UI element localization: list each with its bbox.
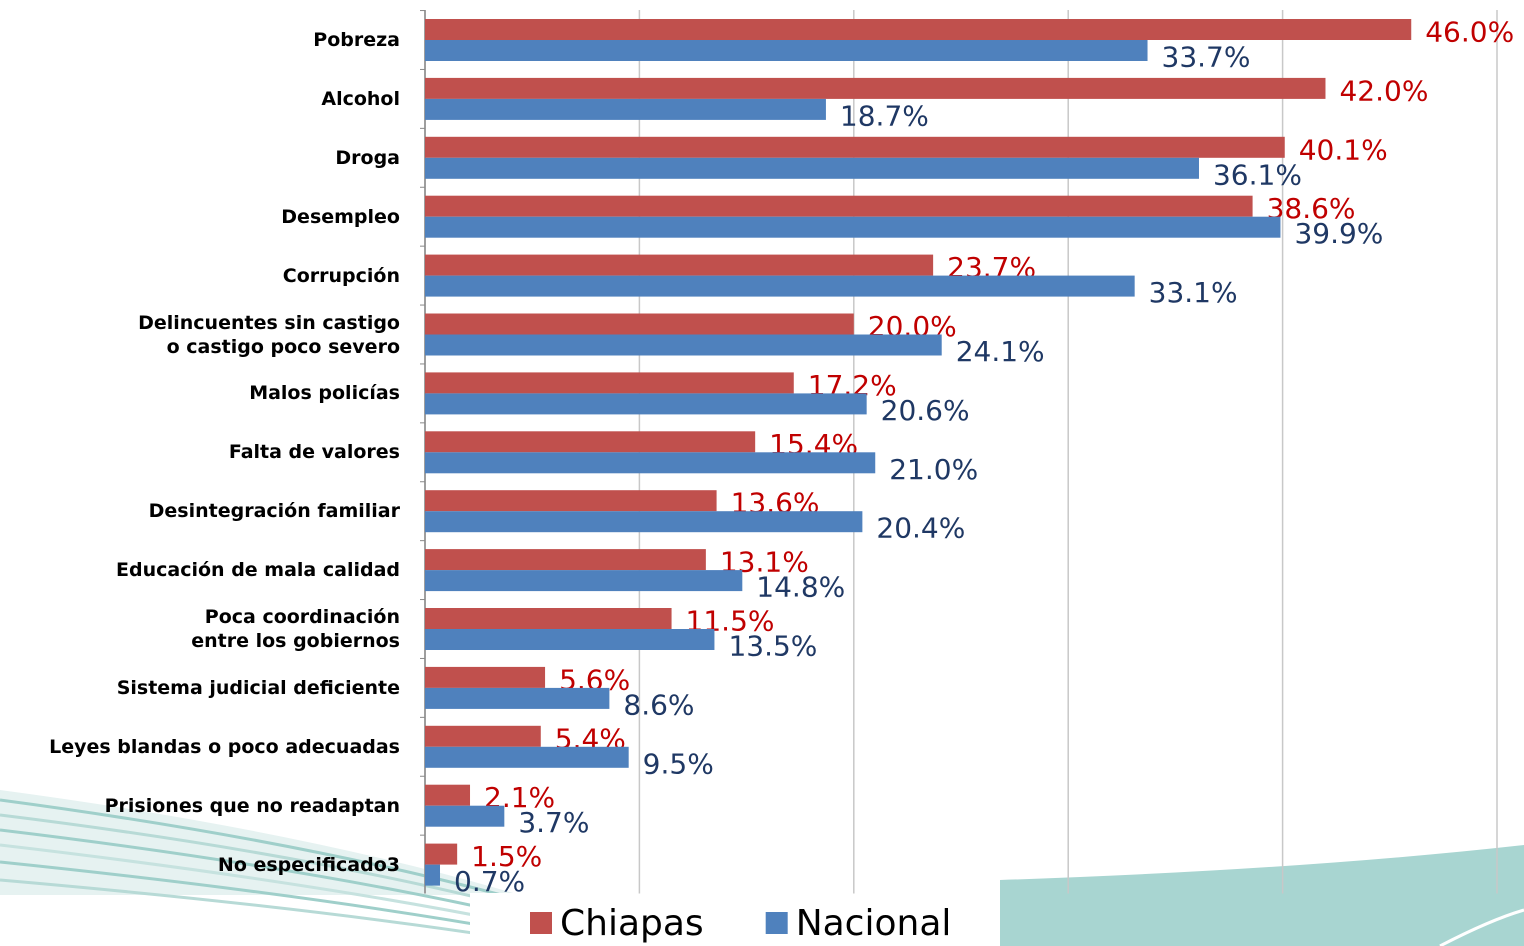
value-label: 18.7% xyxy=(840,99,929,132)
value-label: 39.9% xyxy=(1294,217,1383,250)
y-tick-label: Droga xyxy=(335,146,400,169)
value-label: 36.1% xyxy=(1213,158,1302,191)
bar xyxy=(425,864,441,886)
bar xyxy=(425,216,1281,238)
bar xyxy=(425,490,717,512)
value-label: 14.8% xyxy=(756,571,845,604)
y-tick-label: Corrupción xyxy=(282,264,400,287)
legend-label: Chiapas xyxy=(560,903,704,944)
value-label: 3.7% xyxy=(518,806,589,839)
bar xyxy=(425,725,541,747)
bar xyxy=(425,77,1326,99)
value-label: 46.0% xyxy=(1425,16,1514,49)
value-label: 24.1% xyxy=(956,335,1045,368)
value-label: 33.1% xyxy=(1149,276,1238,309)
value-label: 21.0% xyxy=(889,453,978,486)
y-tick-label: Leyes blandas o poco adecuadas xyxy=(49,735,400,758)
y-tick-label: Prisiones que no readaptan xyxy=(104,794,400,817)
bar xyxy=(425,98,826,120)
value-label: 1.5% xyxy=(471,840,542,873)
bar xyxy=(425,608,672,629)
value-label: 8.6% xyxy=(623,688,694,721)
bar xyxy=(425,40,1148,61)
wave xyxy=(1000,845,1524,946)
bar xyxy=(425,452,876,474)
bar xyxy=(425,275,1135,297)
bar xyxy=(425,157,1199,179)
y-tick-label: Desempleo xyxy=(281,205,400,228)
bar xyxy=(425,687,610,709)
y-tick-label: Educación de mala calidad xyxy=(116,559,400,582)
bar xyxy=(425,784,471,806)
legend-label: Nacional xyxy=(796,903,952,944)
y-tick-label: Poca coordinación entre los gobiernos xyxy=(191,606,400,652)
value-label: 33.7% xyxy=(1162,41,1251,74)
value-label: 9.5% xyxy=(643,747,714,780)
bar xyxy=(425,136,1285,158)
value-label: 20.6% xyxy=(881,394,970,427)
bar xyxy=(425,431,756,453)
bar xyxy=(425,372,794,394)
bar xyxy=(425,666,546,688)
bar xyxy=(425,746,629,768)
y-tick-label: No especificado3 xyxy=(217,853,400,876)
background-decoration xyxy=(0,790,1524,946)
y-tick-label: Pobreza xyxy=(313,29,400,51)
value-label: 40.1% xyxy=(1299,133,1388,166)
y-tick-label: Alcohol xyxy=(321,87,400,110)
bar xyxy=(425,511,863,533)
bar xyxy=(425,549,706,571)
legend-swatch xyxy=(765,912,788,934)
bar xyxy=(425,570,743,592)
bar xyxy=(425,843,458,865)
bar xyxy=(425,195,1253,217)
bar xyxy=(425,334,942,356)
y-tick-label: Delincuentes sin castigo o castigo poco … xyxy=(138,311,400,358)
value-label: 42.0% xyxy=(1339,74,1428,107)
value-label: 38.6% xyxy=(1267,192,1356,225)
y-tick-label: Sistema judicial deficiente xyxy=(116,676,400,699)
bar xyxy=(425,393,867,415)
bar xyxy=(425,805,505,827)
value-label: 13.5% xyxy=(728,630,817,663)
legend-swatch xyxy=(530,912,552,934)
bar xyxy=(425,254,934,276)
value-label: 0.7% xyxy=(454,865,525,898)
y-tick-label: Malos policías xyxy=(249,382,400,405)
bar xyxy=(425,313,854,335)
y-tick-label: Desintegración familiar xyxy=(148,500,400,523)
y-tick-label: Falta de valores xyxy=(228,441,400,464)
bar xyxy=(425,629,715,650)
bar xyxy=(425,19,1412,40)
value-label: 20.4% xyxy=(876,512,965,545)
